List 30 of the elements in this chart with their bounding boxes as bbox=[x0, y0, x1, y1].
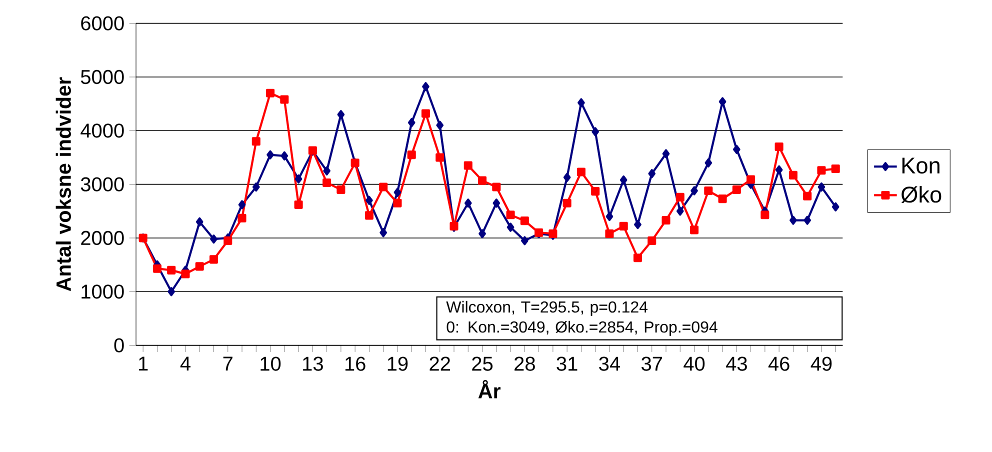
x-tick-label: 10 bbox=[260, 356, 281, 371]
x-tick-label: 34 bbox=[599, 356, 620, 371]
x-tick-label: 16 bbox=[345, 356, 366, 371]
annotation: Wilcoxon, T=295.5, p=0.124 bbox=[446, 300, 648, 316]
y-tick-label: 3000 bbox=[80, 177, 124, 192]
annotation: 0: Kon.=3049, Øko.=2854, Prop.=094 bbox=[446, 320, 718, 336]
x-tick-label: 37 bbox=[642, 356, 662, 371]
x-axis-title: År bbox=[478, 380, 501, 398]
x-tick-label: 4 bbox=[180, 356, 190, 370]
x-tick-label: 31 bbox=[556, 356, 578, 371]
x-tick-label: 43 bbox=[726, 356, 747, 371]
x-tick-label: 28 bbox=[514, 356, 535, 371]
y-tick-label: 6000 bbox=[81, 16, 124, 30]
x-tick-label: 19 bbox=[388, 356, 408, 371]
legend-label: Kon bbox=[902, 158, 940, 174]
x-tick-label: 7 bbox=[223, 356, 232, 370]
y-tick-label: 5000 bbox=[80, 70, 124, 84]
legend-label: Øko bbox=[901, 186, 942, 204]
y-axis-title: Antal voksne indvider bbox=[56, 77, 71, 292]
y-tick-label: 1000 bbox=[82, 284, 124, 299]
x-tick-label: 13 bbox=[303, 356, 323, 371]
x-tick-label: 49 bbox=[810, 356, 832, 371]
x-tick-label: 22 bbox=[430, 356, 450, 371]
y-tick-label: 0 bbox=[114, 338, 124, 352]
y-tick-label: 2000 bbox=[81, 230, 124, 246]
x-tick-label: 40 bbox=[684, 356, 705, 371]
x-tick-label: 46 bbox=[768, 356, 790, 371]
y-tick-label: 4000 bbox=[80, 124, 124, 138]
x-tick-label: 25 bbox=[472, 356, 493, 371]
x-tick-label: 1 bbox=[139, 356, 148, 370]
